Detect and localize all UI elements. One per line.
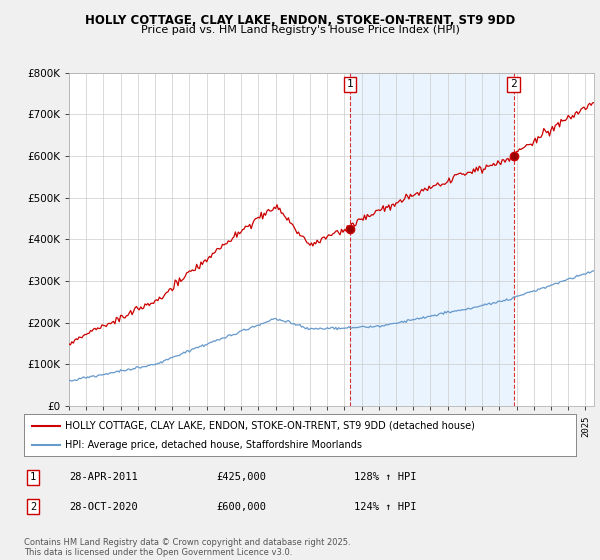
Text: 2: 2 <box>30 502 36 512</box>
Text: HOLLY COTTAGE, CLAY LAKE, ENDON, STOKE-ON-TRENT, ST9 9DD: HOLLY COTTAGE, CLAY LAKE, ENDON, STOKE-O… <box>85 14 515 27</box>
Text: £425,000: £425,000 <box>216 472 266 482</box>
Text: 1: 1 <box>347 80 353 90</box>
Text: 28-OCT-2020: 28-OCT-2020 <box>69 502 138 512</box>
Text: 124% ↑ HPI: 124% ↑ HPI <box>354 502 416 512</box>
Bar <box>350 73 514 406</box>
Text: Price paid vs. HM Land Registry's House Price Index (HPI): Price paid vs. HM Land Registry's House … <box>140 25 460 35</box>
Text: 2: 2 <box>510 80 517 90</box>
Text: 1: 1 <box>30 472 36 482</box>
Text: HPI: Average price, detached house, Staffordshire Moorlands: HPI: Average price, detached house, Staf… <box>65 440 362 450</box>
Text: HOLLY COTTAGE, CLAY LAKE, ENDON, STOKE-ON-TRENT, ST9 9DD (detached house): HOLLY COTTAGE, CLAY LAKE, ENDON, STOKE-O… <box>65 421 475 431</box>
Text: Contains HM Land Registry data © Crown copyright and database right 2025.
This d: Contains HM Land Registry data © Crown c… <box>24 538 350 557</box>
Text: 28-APR-2011: 28-APR-2011 <box>69 472 138 482</box>
Text: 128% ↑ HPI: 128% ↑ HPI <box>354 472 416 482</box>
Text: £600,000: £600,000 <box>216 502 266 512</box>
